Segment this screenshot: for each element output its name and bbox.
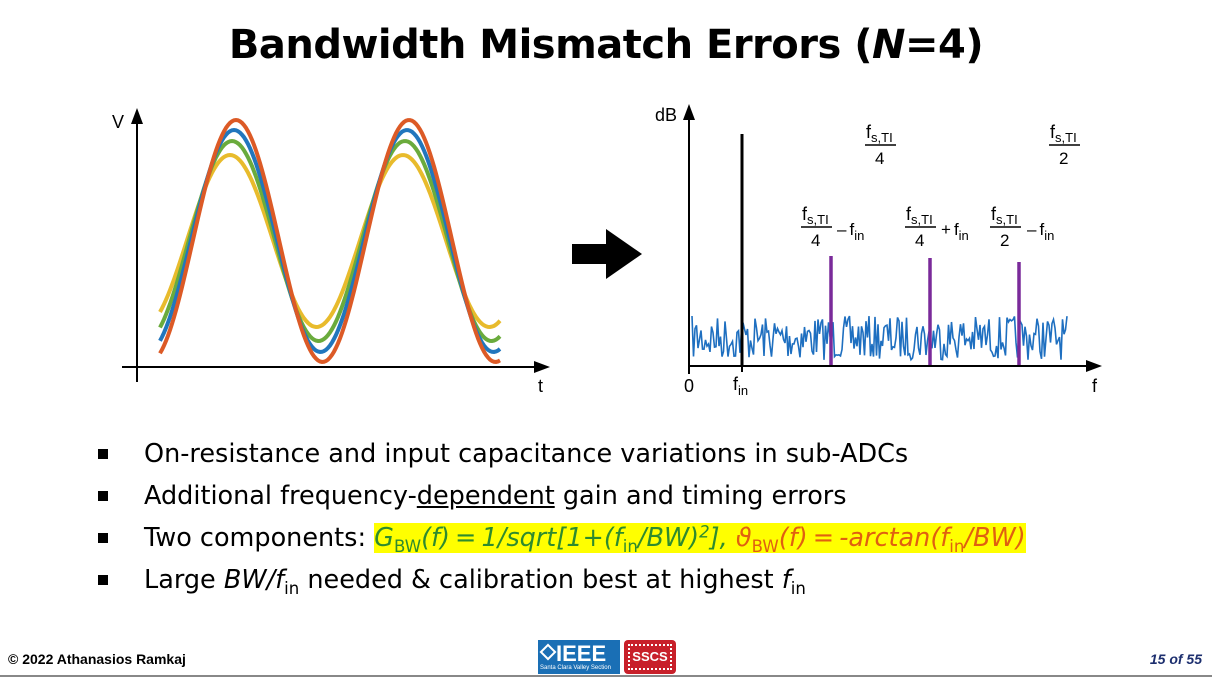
page-number: 15 of 55 xyxy=(1149,651,1202,667)
sscs-logo: SSCS xyxy=(624,640,676,674)
left-y-label: V xyxy=(112,112,124,132)
svg-text:fs,TI: fs,TI xyxy=(906,204,933,227)
svg-text:fs,TI: fs,TI xyxy=(802,204,829,227)
left-y-arrowhead xyxy=(131,108,143,124)
label-spur-fs4-minus-fin: fs,TI 4 – fin xyxy=(801,204,864,250)
bullet-2: Additional frequency-dependent gain and … xyxy=(98,478,1026,520)
slide-title: Bandwidth Mismatch Errors (N=4) xyxy=(228,22,984,68)
svg-text:fs,TI: fs,TI xyxy=(991,204,1018,227)
waveform-yellow xyxy=(158,152,502,330)
bullet-marker xyxy=(98,533,108,543)
svg-text:2: 2 xyxy=(1059,149,1068,168)
left-x-arrowhead xyxy=(534,361,550,373)
bullet-4: Large BW/fin needed & calibration best a… xyxy=(98,562,1026,604)
label-fs4: fs,TI 4 xyxy=(865,122,896,168)
noise-floor xyxy=(691,315,1068,362)
svg-text:4: 4 xyxy=(915,231,924,250)
right-y-arrowhead xyxy=(683,104,695,120)
timing-equation: ϑBW(f) = -arctan(fin/BW) xyxy=(735,523,1026,556)
svg-text:+fin: + fin xyxy=(941,220,969,243)
label-spur-fs2-minus-fin: fs,TI 2 – fin xyxy=(990,204,1054,250)
waveform-orange xyxy=(158,117,501,365)
svg-text:fs,TI: fs,TI xyxy=(1050,122,1077,145)
bullet-1: On-resistance and input capacitance vari… xyxy=(98,436,1026,478)
svg-text:–fin: – fin xyxy=(837,220,864,243)
time-domain-plot: V t xyxy=(112,108,550,396)
svg-text:–fin: – fin xyxy=(1027,220,1054,243)
svg-text:fs,TI: fs,TI xyxy=(866,122,893,145)
svg-text:2: 2 xyxy=(1000,231,1009,250)
gain-equation: GBW(f) = 1/sqrt[1+(fin/BW)2] xyxy=(374,522,720,556)
right-y-label: dB xyxy=(655,105,677,125)
spectrum-plot: dB f 0 fin fs,TI 4 fs,TI 2 fs,TI 4 – fin … xyxy=(655,104,1102,398)
ieee-logo: IEEE Santa Clara Valley Section xyxy=(538,640,620,674)
origin-label: 0 xyxy=(684,376,694,396)
bullet-marker xyxy=(98,491,108,501)
left-x-label: t xyxy=(538,376,543,396)
bullet-marker xyxy=(98,449,108,459)
bullet-marker xyxy=(98,575,108,585)
footer-divider xyxy=(0,675,1212,677)
label-fs2: fs,TI 2 xyxy=(1049,122,1080,168)
diagram-canvas: V t dB f 0 fin fs,TI 4 fs,TI xyxy=(112,104,1102,398)
bullet-3: Two components: GBW(f) = 1/sqrt[1+(fin/B… xyxy=(98,520,1026,562)
svg-text:4: 4 xyxy=(811,231,820,250)
copyright: © 2022 Athanasios Ramkaj xyxy=(8,651,186,667)
right-x-arrowhead xyxy=(1086,360,1102,372)
svg-text:4: 4 xyxy=(875,149,884,168)
bullet-list: On-resistance and input capacitance vari… xyxy=(98,436,1026,604)
fin-label: fin xyxy=(733,374,748,398)
ieee-diamond-icon xyxy=(539,643,557,661)
transform-arrow xyxy=(572,229,642,279)
label-spur-fs4-plus-fin: fs,TI 4 + fin xyxy=(905,204,969,250)
right-x-label: f xyxy=(1092,376,1098,396)
